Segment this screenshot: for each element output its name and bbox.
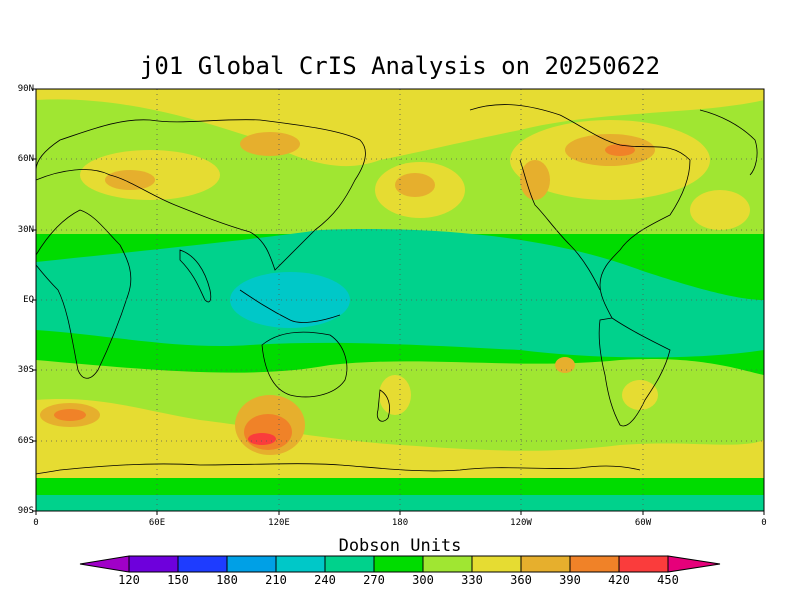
lon-label: 60W bbox=[634, 518, 652, 528]
lon-label: 120W bbox=[510, 518, 532, 528]
colorbar-title: Dobson Units bbox=[338, 536, 462, 556]
colorbar-swatch bbox=[471, 555, 522, 573]
colorbar-tick-label: 120 bbox=[118, 573, 140, 587]
colorbar-tick-label: 300 bbox=[412, 573, 434, 587]
colorbar-swatch bbox=[128, 555, 179, 573]
colorbar-tick-label: 360 bbox=[510, 573, 532, 587]
lat-label: 90N bbox=[17, 84, 34, 94]
axis-ticks bbox=[32, 88, 765, 515]
colorbar-swatch bbox=[569, 555, 620, 573]
graticule bbox=[36, 89, 764, 511]
colorbar-swatch bbox=[520, 555, 571, 573]
lat-label: 90S bbox=[17, 506, 34, 516]
colorbar-tick-label: 240 bbox=[314, 573, 336, 587]
lat-label: 30N bbox=[17, 225, 34, 235]
map-title: j01 Global CrIS Analysis on 20250622 bbox=[139, 52, 661, 80]
colorbar-swatch bbox=[422, 555, 473, 573]
colorbar-swatch bbox=[618, 555, 669, 573]
colorbar-arrow-high bbox=[667, 555, 721, 573]
colorbar-tick-label: 180 bbox=[216, 573, 238, 587]
lon-label: 120E bbox=[268, 518, 290, 528]
colorbar-tick-label: 330 bbox=[461, 573, 483, 587]
lat-label: 60S bbox=[17, 436, 34, 446]
colorbar-tick-label: 450 bbox=[657, 573, 679, 587]
lat-label: 30S bbox=[17, 365, 34, 375]
lon-label: 0 bbox=[761, 518, 767, 528]
colorbar-swatch bbox=[226, 555, 277, 573]
colorbar-arrow-low bbox=[79, 555, 130, 573]
colorbar-tick-label: 390 bbox=[559, 573, 581, 587]
coastlines bbox=[35, 104, 758, 475]
colorbar-swatch bbox=[324, 555, 375, 573]
colorbar-tick-label: 210 bbox=[265, 573, 287, 587]
colorbar-tick-label: 150 bbox=[167, 573, 189, 587]
lat-label: EQ bbox=[23, 295, 34, 305]
colorbar-swatch bbox=[373, 555, 424, 573]
lat-label: 60N bbox=[17, 154, 34, 164]
colorbar-tick-label: 270 bbox=[363, 573, 385, 587]
lon-label: 0 bbox=[33, 518, 39, 528]
colorbar-swatch bbox=[177, 555, 228, 573]
lon-label: 180 bbox=[391, 518, 409, 528]
colorbar-tick-label: 420 bbox=[608, 573, 630, 587]
lon-label: 60E bbox=[148, 518, 166, 528]
colorbar-swatch bbox=[275, 555, 326, 573]
